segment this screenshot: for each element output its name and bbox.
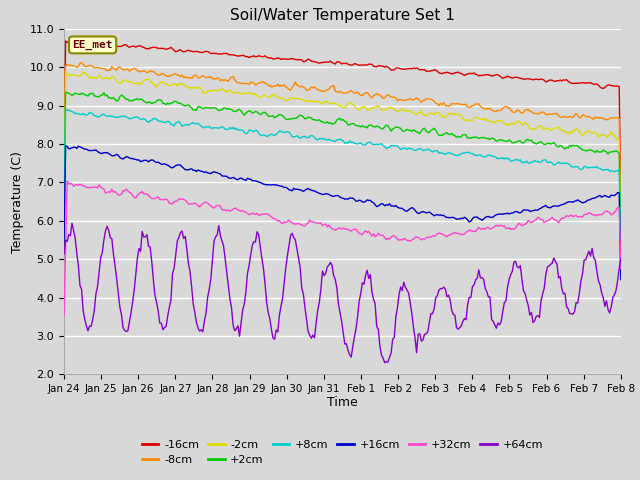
Legend: -16cm, -8cm, -2cm, +2cm, +8cm, +16cm, +32cm, +64cm: -16cm, -8cm, -2cm, +2cm, +8cm, +16cm, +3… [138,435,547,470]
Y-axis label: Temperature (C): Temperature (C) [11,151,24,252]
X-axis label: Time: Time [327,396,358,408]
Text: EE_met: EE_met [72,40,113,50]
Title: Soil/Water Temperature Set 1: Soil/Water Temperature Set 1 [230,9,455,24]
